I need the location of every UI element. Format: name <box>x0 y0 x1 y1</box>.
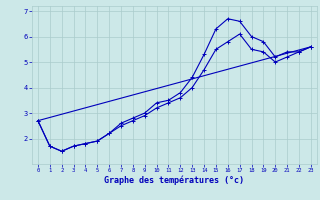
X-axis label: Graphe des températures (°c): Graphe des températures (°c) <box>104 176 244 185</box>
